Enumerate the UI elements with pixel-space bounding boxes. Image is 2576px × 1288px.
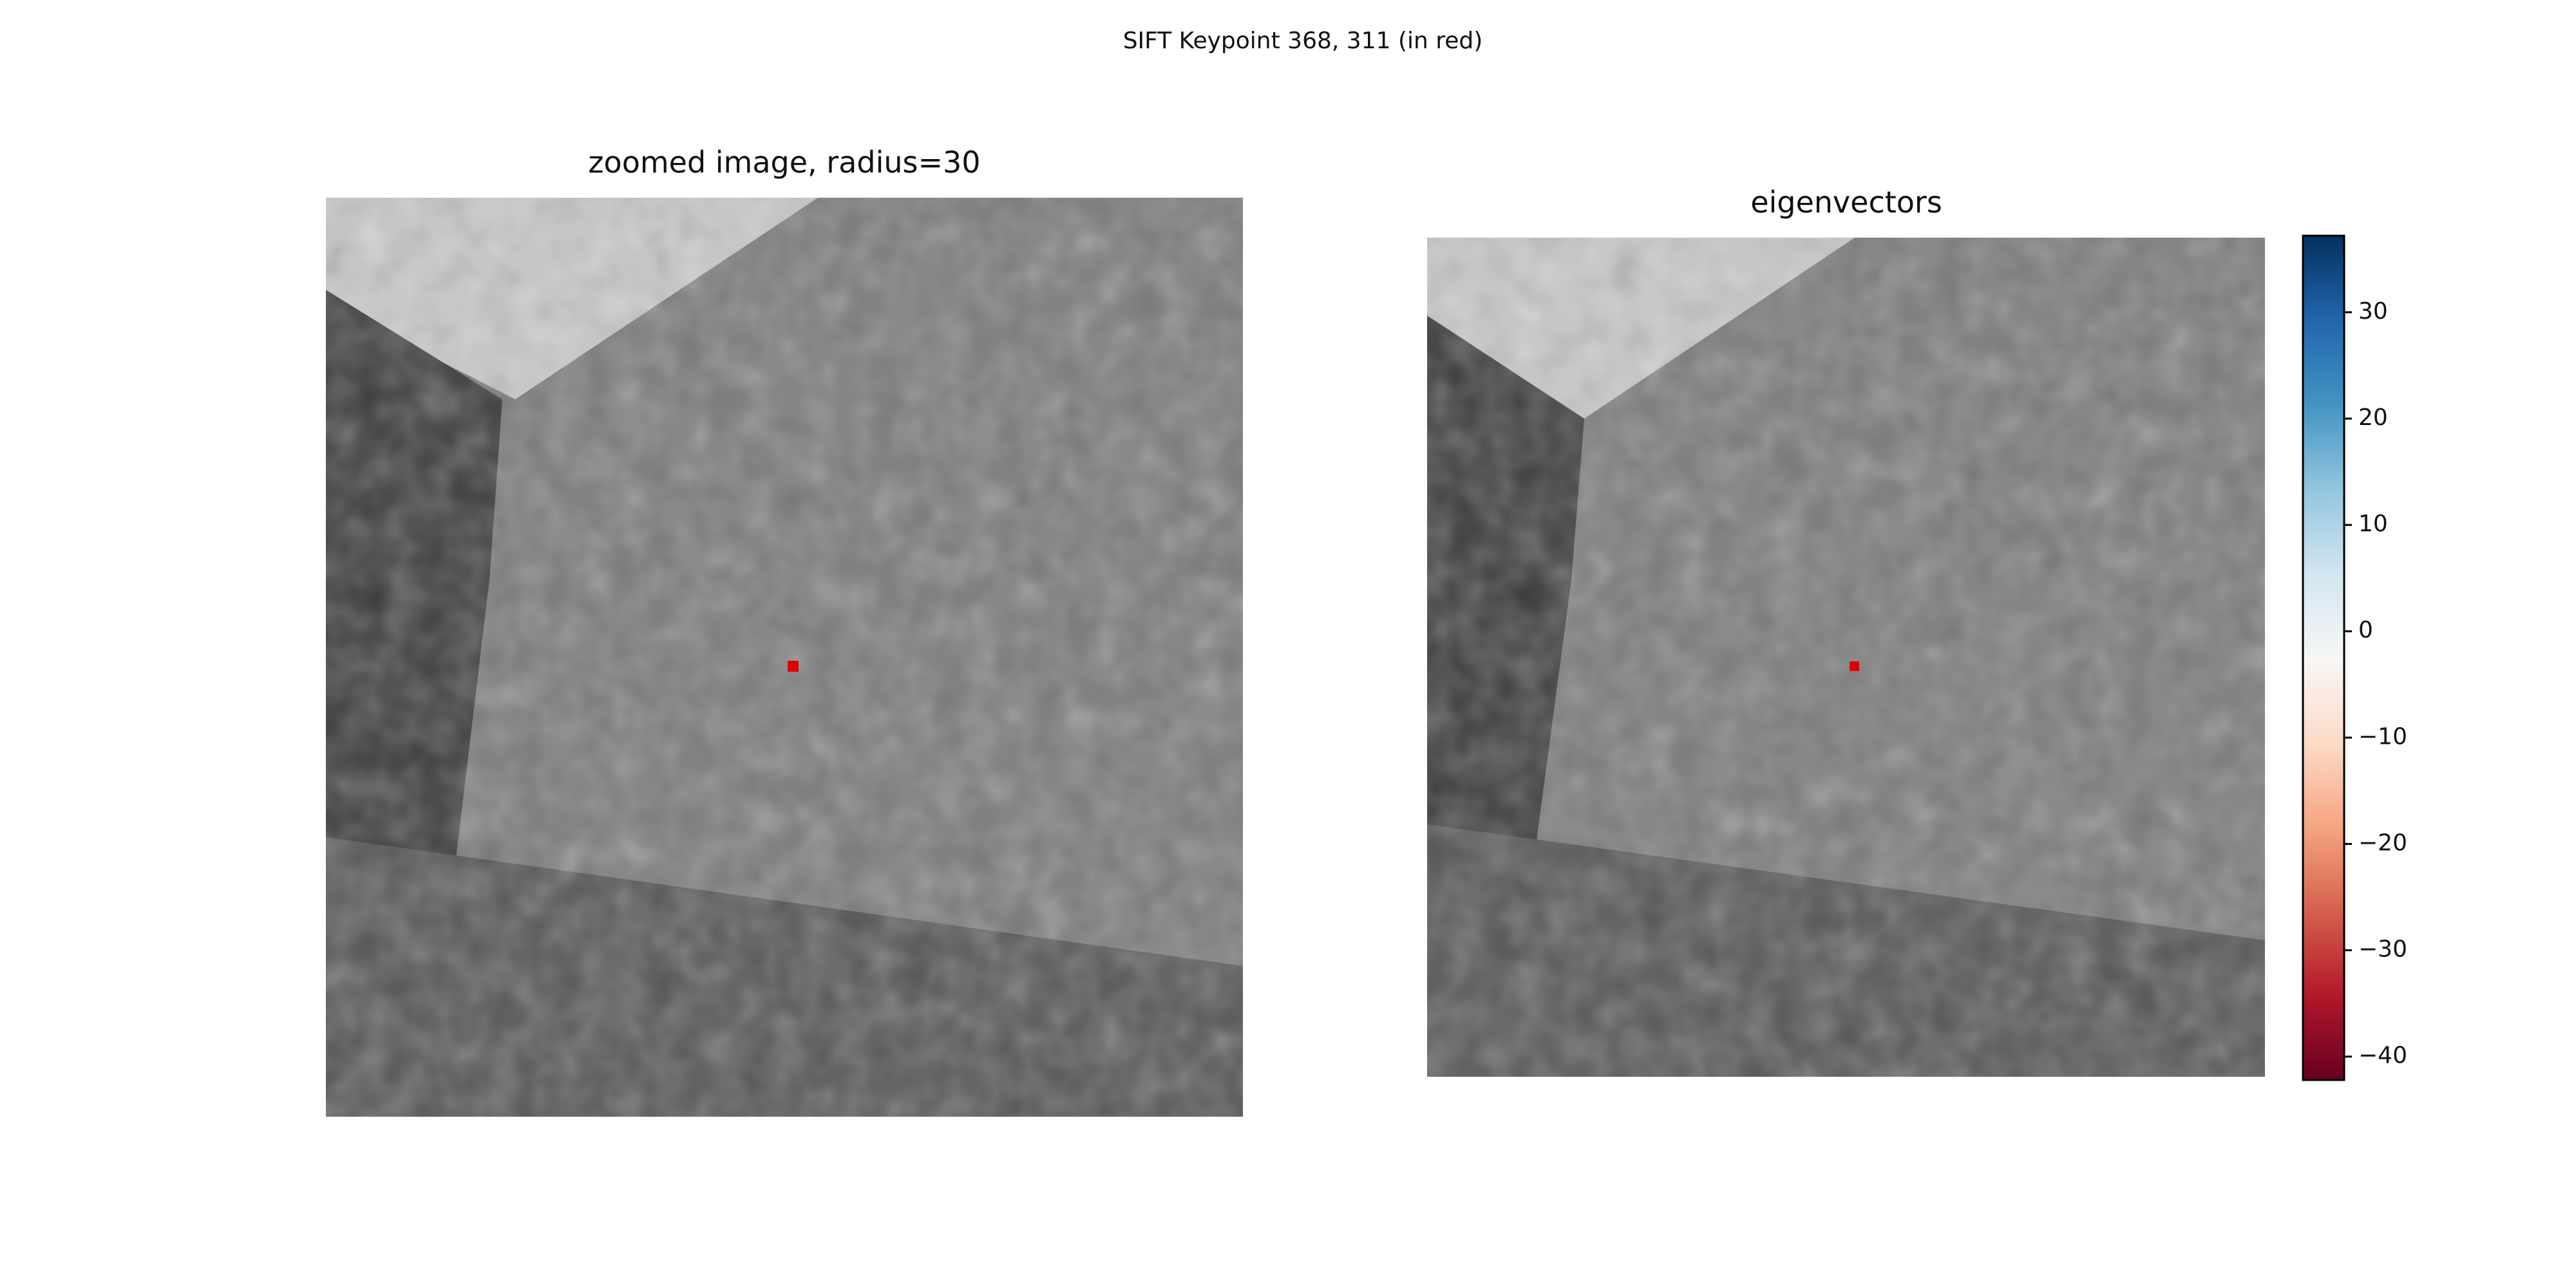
figure-title: SIFT Keypoint 368, 311 (in red) bbox=[1123, 28, 1483, 54]
colorbar-tick-label: 0 bbox=[2358, 617, 2373, 643]
panel-title: zoomed image, radius=30 bbox=[588, 145, 980, 180]
colorbar-tick-label: −10 bbox=[2358, 723, 2407, 750]
colorbar-tick-label: 20 bbox=[2358, 404, 2388, 431]
colorbar-tick-label: −40 bbox=[2358, 1043, 2407, 1069]
colorbar-tick-label: 30 bbox=[2358, 298, 2388, 325]
panel-title: eigenvectors bbox=[1750, 185, 1942, 220]
colorbar-tick-label: −20 bbox=[2358, 829, 2407, 856]
colorbar-tick-label: 10 bbox=[2358, 511, 2388, 537]
zoomed-image bbox=[326, 198, 1243, 1117]
colorbar-tick-label: −30 bbox=[2358, 936, 2407, 963]
eigenvector-image bbox=[1427, 238, 2265, 1077]
colorbar bbox=[2302, 234, 2345, 1081]
